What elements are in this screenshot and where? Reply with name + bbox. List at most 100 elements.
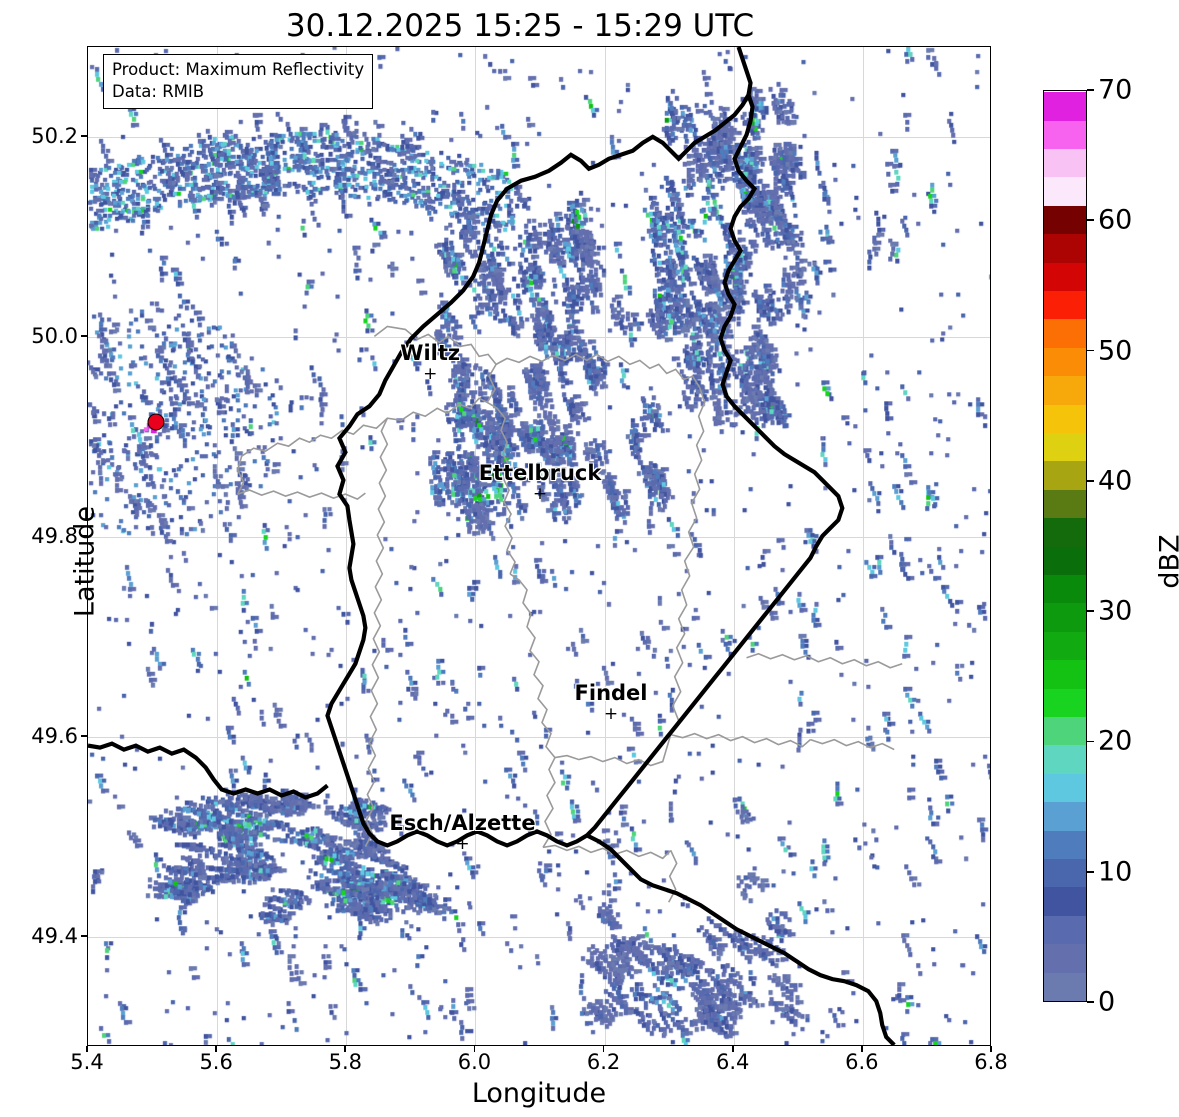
colorbar-band: [1044, 744, 1086, 774]
y-tick-label: 50.0: [31, 324, 78, 348]
colorbar-band: [1044, 489, 1086, 519]
product-info-box: Product: Maximum Reflectivity Data: RMIB: [103, 54, 374, 109]
colorbar-band: [1044, 886, 1086, 916]
x-tick-label: 5.8: [328, 1050, 362, 1074]
y-axis-label: Latitude: [69, 505, 101, 618]
colorbar-band: [1044, 830, 1086, 859]
x-tick-mark: [473, 1046, 476, 1052]
colorbar-band: [1044, 546, 1086, 575]
y-tick-mark: [81, 935, 87, 937]
city-label-ettelbruck: Ettelbruck +: [479, 463, 602, 503]
colorbar-title: dBZ: [1154, 534, 1179, 589]
colorbar-tick-mark: [1087, 349, 1094, 352]
city-cross-icon: +: [603, 704, 619, 724]
colorbar-tick-label: 20: [1098, 725, 1133, 757]
colorbar-band: [1044, 574, 1086, 604]
x-tick-mark: [344, 1046, 347, 1052]
colorbar-band: [1044, 659, 1086, 689]
x-tick-mark: [602, 1046, 605, 1052]
info-data-line: Data: RMIB: [112, 81, 205, 101]
y-tick-label: 50.2: [31, 124, 78, 148]
colorbar-band: [1044, 120, 1086, 149]
city-name-text: Findel: [574, 681, 648, 705]
city-name-text: Ettelbruck: [478, 461, 602, 485]
colorbar-band: [1044, 773, 1086, 803]
colorbar-band: [1044, 716, 1086, 746]
radar-map-plot[interactable]: Product: Maximum Reflectivity Data: RMIB…: [87, 46, 991, 1046]
colorbar-band: [1044, 432, 1086, 462]
colorbar-band: [1044, 972, 1086, 1001]
city-cross-icon: +: [455, 834, 470, 854]
colorbar-band: [1044, 517, 1086, 547]
x-tick-mark: [86, 1046, 88, 1052]
colorbar-tick-mark: [1087, 1001, 1094, 1003]
luxembourg-national-border: [325, 89, 845, 848]
colorbar-band: [1044, 915, 1086, 945]
colorbar-band: [1044, 375, 1086, 405]
district-borders: [236, 325, 903, 903]
colorbar-band: [1044, 148, 1086, 178]
colorbar-band: [1044, 602, 1086, 632]
colorbar-band: [1044, 290, 1086, 320]
city-label-esch-alzette: Esch/Alzette +: [389, 813, 535, 853]
x-axis-label: Longitude: [471, 1078, 607, 1109]
colorbar-band: [1044, 404, 1086, 433]
colorbar[interactable]: [1043, 90, 1087, 1002]
y-tick-mark: [81, 135, 87, 137]
colorbar-band: [1044, 318, 1086, 348]
x-tick-label: 5.4: [70, 1050, 104, 1074]
radar-site-marker[interactable]: [147, 413, 165, 431]
y-tick-mark: [81, 335, 87, 337]
colorbar-band: [1044, 688, 1086, 717]
x-tick-label: 6.6: [845, 1050, 879, 1074]
colorbar-band: [1044, 262, 1086, 291]
x-tick-mark: [861, 1046, 863, 1052]
y-tick-mark: [81, 735, 87, 737]
city-label-wiltz: Wiltz +: [400, 343, 460, 383]
south-east-border: [585, 833, 896, 1045]
y-tick-label: 49.8: [31, 524, 78, 548]
colorbar-tick-label: 10: [1098, 856, 1133, 888]
colorbar-tick-mark: [1087, 610, 1094, 612]
city-cross-icon: +: [423, 364, 438, 384]
colorbar-band: [1044, 233, 1086, 263]
x-tick-mark: [215, 1046, 217, 1052]
y-tick-label: 49.4: [31, 924, 78, 948]
colorbar-band: [1044, 943, 1086, 973]
colorbar-band: [1044, 460, 1086, 490]
colorbar-band: [1044, 347, 1086, 377]
colorbar-tick-mark: [1087, 89, 1094, 91]
page-title: 30.12.2025 15:25 - 15:29 UTC: [285, 8, 755, 44]
y-tick-label: 49.6: [31, 724, 78, 748]
x-tick-mark: [990, 1046, 992, 1052]
x-tick-label: 6.8: [974, 1050, 1008, 1074]
south-west-border: [88, 741, 329, 800]
city-cross-icon: +: [532, 484, 548, 504]
colorbar-band: [1044, 858, 1086, 888]
y-tick-mark: [81, 535, 87, 537]
city-name-text: Wiltz: [400, 341, 461, 365]
colorbar-band: [1044, 91, 1086, 121]
colorbar-tick-label: 70: [1098, 74, 1133, 106]
colorbar-band: [1044, 631, 1086, 661]
colorbar-tick-mark: [1087, 480, 1094, 482]
colorbar-tick-label: 0: [1098, 986, 1116, 1018]
colorbar-tick-label: 60: [1098, 204, 1133, 236]
colorbar-band: [1044, 205, 1086, 235]
x-tick-mark: [731, 1046, 734, 1052]
colorbar-tick-label: 50: [1098, 335, 1133, 367]
colorbar-tick-mark: [1087, 219, 1094, 222]
colorbar-tick-mark: [1087, 870, 1094, 873]
x-tick-label: 6.4: [716, 1050, 750, 1074]
x-tick-label: 5.6: [199, 1050, 233, 1074]
map-borders-overlay: [88, 47, 903, 1045]
north-border-extension: [736, 47, 753, 96]
info-product-line: Product: Maximum Reflectivity: [112, 60, 365, 79]
colorbar-tick-mark: [1087, 740, 1094, 743]
city-name-text: Esch/Alzette: [389, 811, 536, 835]
city-label-findel: Findel +: [575, 683, 648, 723]
x-tick-label: 6.0: [457, 1050, 492, 1074]
colorbar-tick-label: 30: [1098, 595, 1133, 627]
colorbar-band: [1044, 176, 1086, 206]
x-tick-label: 6.2: [586, 1050, 621, 1074]
